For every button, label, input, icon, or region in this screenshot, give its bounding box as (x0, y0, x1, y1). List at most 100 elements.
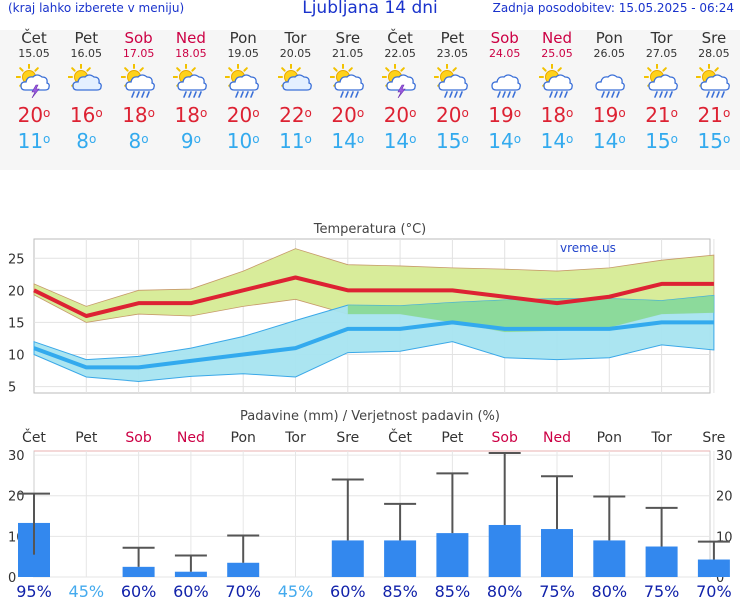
sun-cloud-icon (277, 64, 312, 91)
day-name: Sre (335, 29, 361, 47)
day-name: Sob (490, 29, 519, 47)
day-date: 20.05 (279, 47, 312, 60)
temp-max: 19o (583, 103, 635, 127)
day-date: 23.05 (436, 47, 469, 60)
precip-probability: 70% (696, 582, 732, 600)
precip-day-label: Tor (650, 430, 672, 446)
sun-cloud-rain-icon (172, 64, 207, 98)
forecast-day: Sre 28.05 21o 15o (688, 30, 740, 153)
forecast-day: Pon 19.05 20o 10o (217, 30, 269, 153)
precip-bar (593, 540, 626, 577)
day-name: Ned (175, 29, 206, 47)
degree-symbol: o (304, 132, 312, 146)
sun-cloud-rain-icon (434, 64, 469, 98)
precip-tick-label-right: 20 (716, 490, 733, 505)
degree-symbol: o (147, 106, 155, 120)
degree-symbol: o (252, 132, 260, 146)
temp-max: 19o (479, 103, 531, 127)
precip-day-label: Ned (177, 430, 205, 446)
temp-min-value: 15 (697, 129, 723, 153)
temp-min-value: 9 (180, 129, 194, 153)
sun-cloud-lightning-icon (382, 64, 416, 98)
temp-min: 14o (479, 129, 531, 153)
degree-symbol: o (513, 132, 522, 146)
precip-probability: 80% (487, 582, 523, 600)
temp-max-value: 20 (17, 103, 44, 127)
precip-probability: 85% (435, 582, 471, 600)
temp-min-value: 14 (592, 129, 619, 153)
temp-min-value: 8 (128, 129, 142, 153)
cloud-rain-icon (491, 74, 521, 98)
day-date: 24.05 (488, 47, 521, 60)
temp-max-value: 18 (540, 103, 567, 127)
precip-probability: 60% (330, 582, 366, 600)
overlap-range-band (347, 295, 714, 333)
day-name: Čet (21, 29, 47, 47)
sun-cloud-rain-icon (539, 64, 573, 98)
temp-chart-title: Temperatura (°C) (313, 222, 426, 237)
precip-probability: 95% (16, 582, 52, 600)
precip-tick-label-right: 30 (716, 449, 733, 464)
cloud-rain-icon (595, 74, 626, 98)
tmax-series-line (33, 275, 714, 318)
precip-probability: 85% (382, 582, 418, 600)
temp-max: 18o (113, 103, 165, 127)
degree-symbol: o (409, 132, 417, 146)
precip-probability: 60% (121, 582, 157, 600)
temp-max: 20o (374, 103, 426, 127)
temp-max: 20o (8, 103, 60, 127)
precip-bar (541, 529, 573, 577)
degree-symbol: o (409, 106, 417, 120)
sun-cloud-rain-icon (643, 64, 678, 98)
precip-probability: 75% (644, 582, 680, 600)
last-update: Zadnja posodobitev: 15.05.2025 - 06:24 (492, 1, 734, 15)
precip-tick-label-left: 30 (8, 449, 25, 464)
forecast-day: Tor 27.05 21o 15o (636, 30, 688, 153)
temp-min-value: 14 (331, 129, 357, 153)
precip-day-label: Čet (388, 428, 412, 446)
temp-min-value: 14 (383, 129, 410, 153)
temp-min: 15o (426, 129, 478, 153)
degree-symbol: o (193, 132, 201, 146)
temp-min: 15o (688, 129, 740, 153)
precip-probability: 60% (173, 582, 209, 600)
degree-symbol: o (566, 132, 574, 146)
day-name: Pon (229, 29, 257, 47)
degree-symbol: o (43, 132, 51, 146)
degree-symbol: o (304, 106, 312, 120)
precip-probability: 45% (69, 582, 105, 600)
temp-min-value: 8 (76, 129, 89, 153)
degree-symbol: o (141, 132, 149, 146)
temp-min: 8o (113, 129, 165, 153)
location-hint[interactable]: (kraj lahko izberete v meniju) (8, 1, 185, 15)
precip-day-label: Pon (597, 430, 622, 446)
degree-symbol: o (88, 132, 97, 146)
precip-tick-label-left: 20 (8, 490, 25, 505)
precip-bar (488, 524, 521, 577)
temp-max-value: 21 (697, 103, 723, 127)
precip-chart-title: Padavine (mm) / Verjetnost padavin (%) (240, 409, 500, 424)
precip-day-label: Pon (231, 430, 256, 446)
precip-day-label: Sob (492, 430, 518, 446)
day-name: Tor (284, 29, 307, 47)
precip-day-label: Sob (125, 430, 151, 446)
day-date: 18.05 (175, 47, 207, 60)
precip-bar (645, 546, 678, 577)
daily-forecast-strip: Čet 15.05 20o 11o Pet 16.05 16o 8o Sob 17.05 18o 8o… (0, 30, 740, 170)
forecast-day: Sob 17.05 18o 8o (113, 30, 165, 153)
precip-day-label: Sre (336, 430, 359, 446)
degree-symbol: o (566, 106, 574, 120)
temp-min: 14o (322, 129, 374, 153)
temp-max: 21o (688, 103, 740, 127)
temp-max-value: 18 (122, 103, 148, 127)
precip-tick-label-left: 0 (8, 571, 16, 586)
temp-min: 11o (270, 129, 322, 153)
precip-bar (122, 566, 155, 577)
precip-tick-label-right: 0 (716, 571, 724, 586)
precip-day-label: Ned (543, 430, 571, 446)
temp-min: 8o (60, 129, 112, 153)
degree-symbol: o (43, 106, 51, 120)
temp-max-value: 20 (331, 103, 357, 127)
forecast-day: Pon 26.05 19o 14o (583, 30, 635, 154)
temp-min-value: 15 (435, 129, 462, 153)
